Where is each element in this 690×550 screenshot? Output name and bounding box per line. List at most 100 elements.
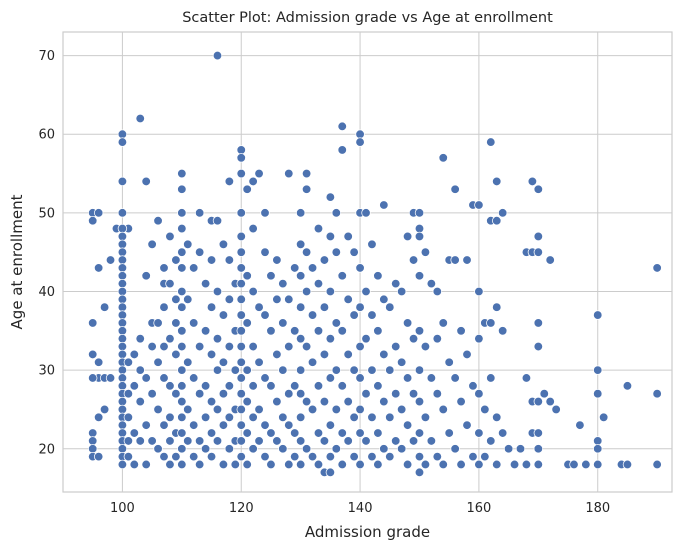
- x-tick-label: 100: [110, 501, 135, 516]
- grid: [63, 32, 672, 492]
- scatter-point: [177, 341, 187, 352]
- scatter-point: [177, 396, 187, 407]
- scatter-point: [266, 381, 276, 391]
- scatter-point: [468, 451, 478, 462]
- scatter-point: [385, 365, 395, 375]
- scatter-point: [117, 231, 128, 242]
- scatter-point: [88, 373, 98, 383]
- scatter-point: [533, 444, 543, 454]
- scatter-point: [325, 467, 336, 478]
- scatter-point: [224, 341, 235, 352]
- scatter-point: [284, 168, 294, 179]
- scatter-point: [141, 373, 151, 383]
- scatter-point: [260, 310, 270, 320]
- scatter-point: [474, 389, 484, 399]
- scatter-point: [290, 428, 300, 438]
- scatter-point: [313, 223, 324, 234]
- scatter-point: [117, 294, 128, 305]
- scatter-point: [266, 271, 276, 281]
- scatter-point: [212, 404, 223, 415]
- scatter-point: [177, 381, 187, 391]
- scatter-point: [450, 255, 460, 265]
- scatter-point: [295, 208, 306, 218]
- scatter-point: [248, 176, 258, 187]
- scatter-point: [117, 255, 128, 265]
- scatter-point: [218, 357, 229, 367]
- scatter-point: [295, 459, 306, 470]
- scatter-point: [509, 459, 520, 470]
- scatter-point: [147, 239, 157, 249]
- scatter-point: [206, 302, 217, 312]
- scatter-point: [361, 389, 371, 399]
- scatter-point: [468, 381, 478, 391]
- scatter-point: [284, 459, 294, 470]
- scatter-point: [248, 412, 258, 422]
- scatter-point: [432, 389, 442, 399]
- scatter-point: [177, 247, 187, 257]
- scatter-point: [88, 318, 98, 328]
- scatter-point: [88, 444, 98, 454]
- scatter-point: [278, 444, 288, 454]
- scatter-point: [438, 459, 448, 470]
- scatter-point: [284, 341, 294, 352]
- scatter-point: [260, 451, 270, 462]
- scatter-point: [373, 326, 383, 336]
- scatter-point: [408, 333, 419, 344]
- scatter-point: [414, 365, 425, 375]
- scatter-point: [242, 459, 252, 470]
- scatter-point: [224, 255, 235, 265]
- scatter-point: [248, 444, 258, 454]
- scatter-point: [373, 459, 383, 470]
- scatter-point: [147, 341, 157, 352]
- scatter-point: [177, 184, 187, 194]
- scatter-point: [189, 451, 199, 462]
- scatter-point: [337, 381, 347, 391]
- scatter-point: [135, 396, 145, 407]
- scatter-point: [266, 459, 276, 470]
- scatter-point: [319, 349, 330, 360]
- scatter-point: [117, 404, 128, 415]
- scatter-point: [117, 278, 128, 289]
- scatter-point: [224, 294, 235, 305]
- scatter-point: [480, 451, 490, 462]
- scatter-point: [254, 436, 264, 446]
- scatter-point: [426, 278, 437, 289]
- scatter-point: [117, 318, 128, 328]
- scatter-point: [301, 341, 312, 352]
- scatter-point: [224, 381, 235, 391]
- scatter-point: [432, 286, 442, 297]
- scatter-point: [224, 412, 235, 422]
- scatter-point: [194, 436, 205, 446]
- scatter-point: [337, 121, 347, 132]
- scatter-point: [200, 326, 211, 336]
- scatter-point: [200, 412, 211, 422]
- scatter-point: [242, 396, 252, 407]
- scatter-point: [337, 326, 347, 336]
- scatter-point: [272, 396, 282, 407]
- scatter-point: [254, 404, 264, 415]
- scatter-point: [260, 247, 270, 257]
- scatter-point: [189, 318, 199, 328]
- scatter-point: [426, 436, 437, 446]
- scatter-point: [194, 247, 205, 257]
- scatter-point: [379, 294, 389, 305]
- scatter-point: [278, 365, 288, 375]
- scatter-point: [420, 247, 431, 257]
- scatter-point: [325, 420, 336, 430]
- scatter-point: [117, 420, 128, 430]
- scatter-point: [420, 459, 431, 470]
- scatter-point: [593, 365, 603, 375]
- scatter-point: [533, 396, 543, 407]
- scatter-point: [331, 444, 341, 454]
- scatter-point: [593, 310, 603, 320]
- scatter-point: [159, 302, 169, 312]
- scatter-point: [153, 404, 163, 415]
- scatter-point: [533, 341, 543, 352]
- scatter-point: [189, 263, 199, 273]
- scatter-point: [135, 436, 145, 446]
- scatter-point: [414, 326, 425, 336]
- scatter-point: [147, 436, 157, 446]
- scatter-point: [272, 436, 282, 446]
- scatter-point: [551, 404, 561, 415]
- scatter-point: [295, 412, 306, 422]
